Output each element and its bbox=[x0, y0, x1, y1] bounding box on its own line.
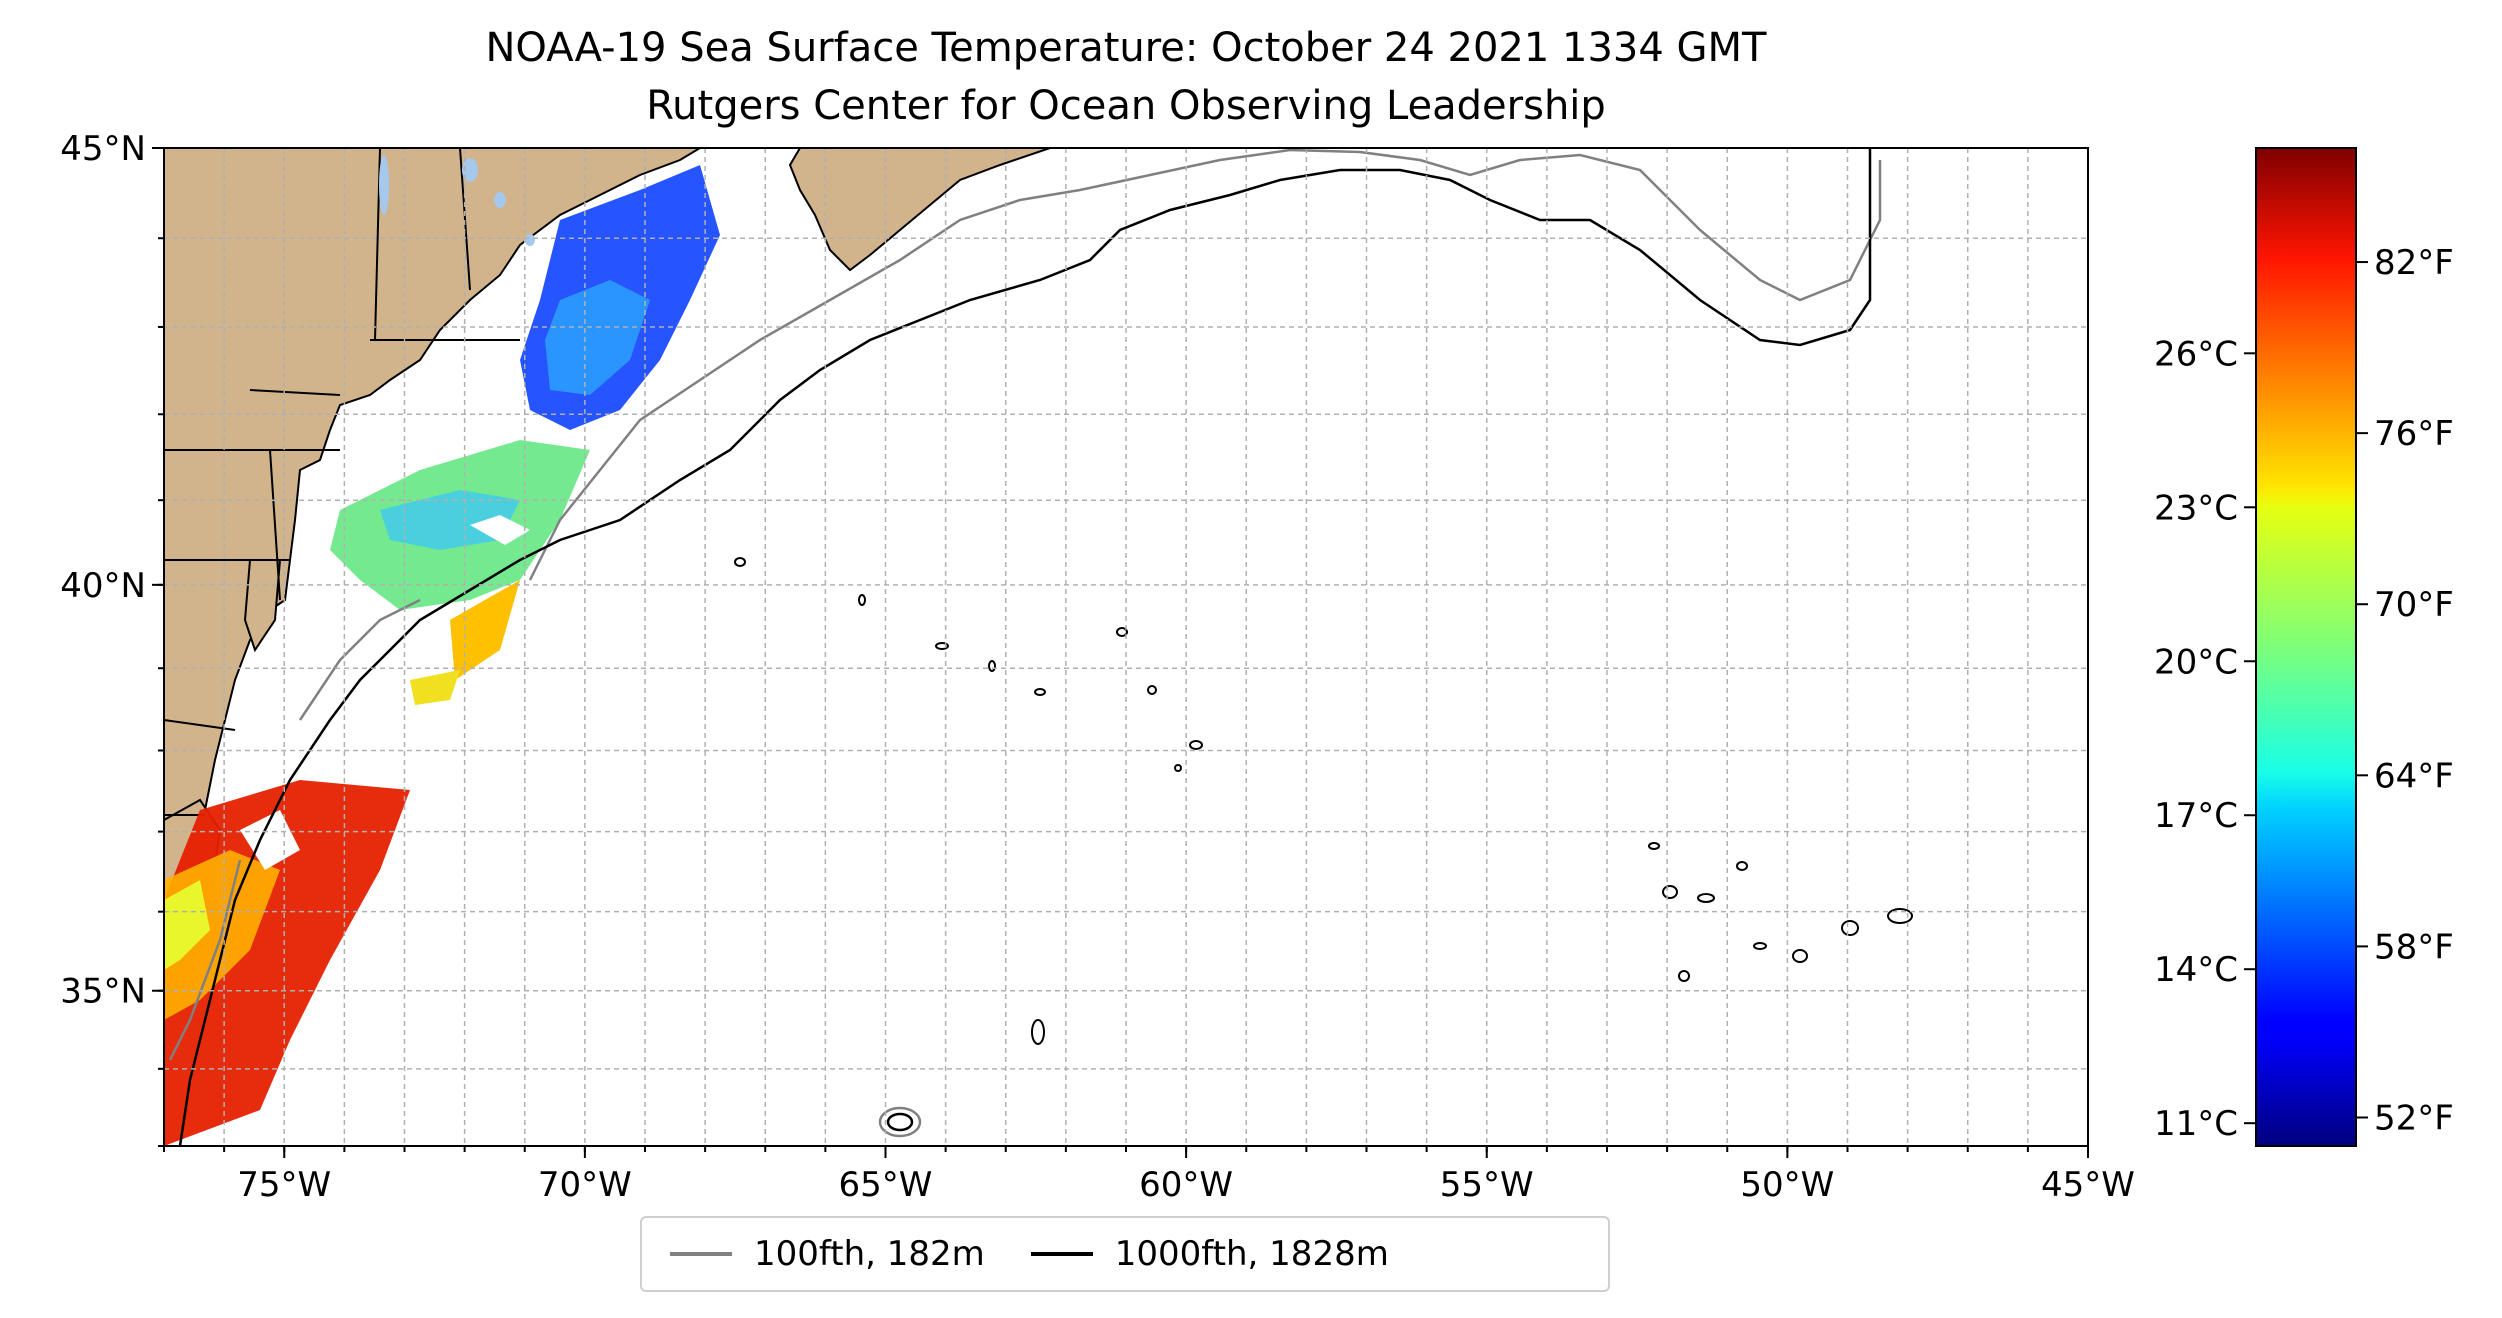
lakes bbox=[379, 155, 535, 246]
fahrenheit-tick-label: 64°F bbox=[2374, 756, 2454, 796]
legend-swatch-1000fth bbox=[1030, 1252, 1093, 1256]
y-tick-label: 35°N bbox=[60, 972, 146, 1012]
map-title: NOAA-19 Sea Surface Temperature: October… bbox=[485, 25, 1767, 71]
legend-swatch-100fth bbox=[670, 1252, 732, 1256]
x-tick-label: 65°W bbox=[839, 1165, 933, 1205]
legend-label-1000fth: 1000fth, 1828m bbox=[1114, 1234, 1389, 1274]
y-tick-label: 45°N bbox=[60, 129, 146, 169]
y-ticks: 45°N 40°N 35°N bbox=[60, 129, 164, 1147]
x-tick-label: 60°W bbox=[1139, 1165, 1233, 1205]
fahrenheit-tick-label: 58°F bbox=[2374, 927, 2454, 967]
map-subtitle: Rutgers Center for Ocean Observing Leade… bbox=[646, 83, 1606, 129]
fahrenheit-ticks: 82°F 76°F 70°F 64°F 58°F 52°F bbox=[2356, 243, 2454, 1138]
celsius-tick-label: 14°C bbox=[2154, 950, 2238, 990]
seamounts bbox=[734, 557, 1913, 1045]
legend-label-100fth: 100fth, 182m bbox=[754, 1234, 985, 1274]
legend-item-100fth: 100fth, 182m bbox=[670, 1234, 985, 1274]
celsius-tick-label: 17°C bbox=[2154, 796, 2238, 836]
isobath-100fth bbox=[168, 148, 1882, 1061]
x-ticks: 75°W 70°W 65°W 60°W 55°W 50°W 45°W bbox=[163, 1146, 2135, 1205]
celsius-tick-label: 20°C bbox=[2154, 642, 2238, 682]
fahrenheit-tick-label: 82°F bbox=[2374, 243, 2454, 283]
gridlines bbox=[164, 148, 2088, 1146]
celsius-ticks: 26°C 23°C 20°C 17°C 14°C 11°C bbox=[2154, 334, 2256, 1144]
fahrenheit-tick-label: 70°F bbox=[2374, 585, 2454, 625]
map-area bbox=[164, 148, 2088, 1146]
y-tick-label: 40°N bbox=[60, 566, 146, 606]
x-tick-label: 70°W bbox=[538, 1165, 632, 1205]
x-tick-label: 50°W bbox=[1740, 1165, 1834, 1205]
celsius-tick-label: 26°C bbox=[2154, 334, 2238, 374]
fahrenheit-tick-label: 52°F bbox=[2374, 1098, 2454, 1138]
fahrenheit-tick-label: 76°F bbox=[2374, 414, 2454, 454]
x-tick-label: 55°W bbox=[1440, 1165, 1534, 1205]
legend-item-1000fth: 1000fth, 1828m bbox=[1030, 1234, 1389, 1274]
x-tick-label: 75°W bbox=[237, 1165, 331, 1205]
celsius-tick-label: 11°C bbox=[2154, 1104, 2238, 1144]
colorbar bbox=[2255, 147, 2357, 1147]
isobath-legend: 100fth, 182m 1000fth, 1828m bbox=[640, 1216, 1610, 1292]
bermuda-island bbox=[878, 1106, 922, 1138]
x-tick-label: 45°W bbox=[2041, 1165, 2135, 1205]
celsius-tick-label: 23°C bbox=[2154, 488, 2238, 528]
